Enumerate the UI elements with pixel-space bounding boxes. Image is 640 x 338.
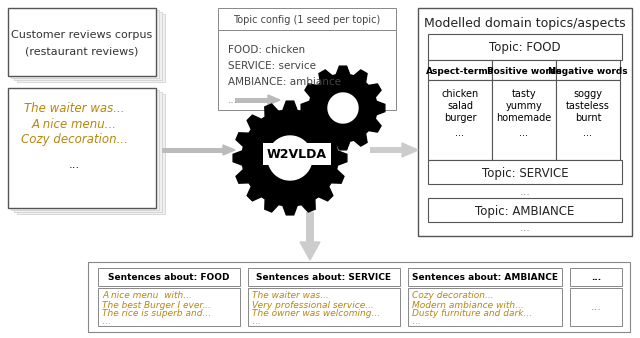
Text: The waiter was...: The waiter was... — [24, 101, 124, 115]
Text: Sentences about: AMBIANCE: Sentences about: AMBIANCE — [412, 273, 558, 283]
Polygon shape — [328, 93, 358, 123]
Text: chicken: chicken — [442, 89, 479, 99]
Text: tasteless: tasteless — [566, 101, 610, 111]
Text: Modern ambiance with...: Modern ambiance with... — [412, 300, 524, 310]
Text: Customer reviews corpus: Customer reviews corpus — [12, 30, 152, 40]
Text: Topic: SERVICE: Topic: SERVICE — [482, 167, 568, 179]
Bar — [428, 198, 622, 222]
Polygon shape — [301, 66, 385, 150]
Text: Very professional service...: Very professional service... — [252, 300, 374, 310]
Bar — [428, 160, 622, 184]
Text: Topic: AMBIANCE: Topic: AMBIANCE — [476, 204, 575, 217]
Bar — [218, 8, 396, 30]
Text: homemade: homemade — [497, 113, 552, 123]
Bar — [556, 60, 620, 80]
Text: ...: ... — [68, 159, 79, 171]
Bar — [556, 80, 620, 160]
Text: Cozy decoration...: Cozy decoration... — [412, 291, 493, 300]
Text: burger: burger — [444, 113, 476, 123]
Bar — [428, 60, 492, 80]
Text: ...: ... — [520, 223, 531, 233]
Text: SERVICE: service: SERVICE: service — [228, 61, 316, 71]
Bar — [428, 80, 492, 160]
Bar — [17, 94, 165, 214]
Bar — [408, 288, 562, 326]
Bar — [98, 288, 240, 326]
Bar — [492, 80, 556, 160]
Text: FOOD: chicken: FOOD: chicken — [228, 45, 305, 55]
Bar — [408, 268, 562, 286]
Text: ...: ... — [102, 317, 111, 327]
Polygon shape — [233, 101, 347, 215]
Text: W2VLDA: W2VLDA — [267, 148, 327, 162]
Text: ...: ... — [520, 128, 529, 138]
Text: Topic: FOOD: Topic: FOOD — [489, 42, 561, 54]
Bar — [492, 60, 556, 80]
Text: Aspect-terms: Aspect-terms — [426, 67, 494, 75]
Text: Topic config (1 seed per topic): Topic config (1 seed per topic) — [234, 15, 381, 25]
Bar — [418, 8, 632, 236]
Text: A nice menu...: A nice menu... — [31, 118, 116, 130]
Bar — [306, 212, 314, 242]
Bar — [8, 8, 156, 76]
Bar — [98, 268, 240, 286]
Bar — [8, 88, 156, 208]
Bar — [570, 288, 622, 326]
Bar — [248, 288, 400, 326]
Polygon shape — [300, 242, 320, 260]
Bar — [428, 34, 622, 60]
Bar — [218, 30, 396, 110]
Text: ...: ... — [591, 302, 602, 312]
Text: Negative words: Negative words — [548, 67, 628, 75]
Bar — [162, 147, 223, 152]
Text: Cozy decoration...: Cozy decoration... — [20, 134, 127, 146]
Text: The owner was welcoming...: The owner was welcoming... — [252, 310, 380, 318]
Polygon shape — [268, 136, 312, 180]
Polygon shape — [402, 143, 418, 157]
Text: ...: ... — [252, 317, 260, 327]
Text: ...: ... — [584, 128, 593, 138]
Text: Positive words: Positive words — [486, 67, 561, 75]
Bar — [235, 97, 268, 102]
Text: The best Burger I ever...: The best Burger I ever... — [102, 300, 211, 310]
Text: (restaurant reviews): (restaurant reviews) — [26, 47, 139, 57]
Bar — [11, 10, 159, 78]
Bar — [14, 12, 162, 80]
Bar — [263, 143, 331, 165]
Text: Sentences about: FOOD: Sentences about: FOOD — [108, 273, 230, 283]
Text: ...: ... — [412, 317, 420, 327]
Polygon shape — [268, 95, 280, 105]
Text: ...: ... — [228, 95, 238, 105]
Text: burnt: burnt — [575, 113, 601, 123]
Text: The waiter was...: The waiter was... — [252, 291, 329, 300]
Polygon shape — [223, 145, 235, 155]
Text: ...: ... — [520, 187, 531, 197]
Text: The rice is superb and...: The rice is superb and... — [102, 310, 211, 318]
Bar — [14, 92, 162, 212]
Text: Modelled domain topics/aspects: Modelled domain topics/aspects — [424, 18, 626, 30]
Text: tasty: tasty — [512, 89, 536, 99]
Text: soggy: soggy — [573, 89, 602, 99]
Text: ...: ... — [591, 273, 601, 283]
Bar — [248, 268, 400, 286]
Bar — [17, 14, 165, 82]
Text: salad: salad — [447, 101, 473, 111]
Text: Dusty furniture and dark...: Dusty furniture and dark... — [412, 310, 532, 318]
Text: Sentences about: SERVICE: Sentences about: SERVICE — [257, 273, 392, 283]
Text: AMBIANCE: ambiance: AMBIANCE: ambiance — [228, 77, 341, 87]
Bar — [370, 147, 402, 153]
Bar — [570, 268, 622, 286]
Text: ...: ... — [456, 128, 465, 138]
Bar — [88, 262, 630, 332]
Text: A nice menu  with...: A nice menu with... — [102, 291, 192, 300]
Bar — [11, 90, 159, 210]
Text: yummy: yummy — [506, 101, 542, 111]
